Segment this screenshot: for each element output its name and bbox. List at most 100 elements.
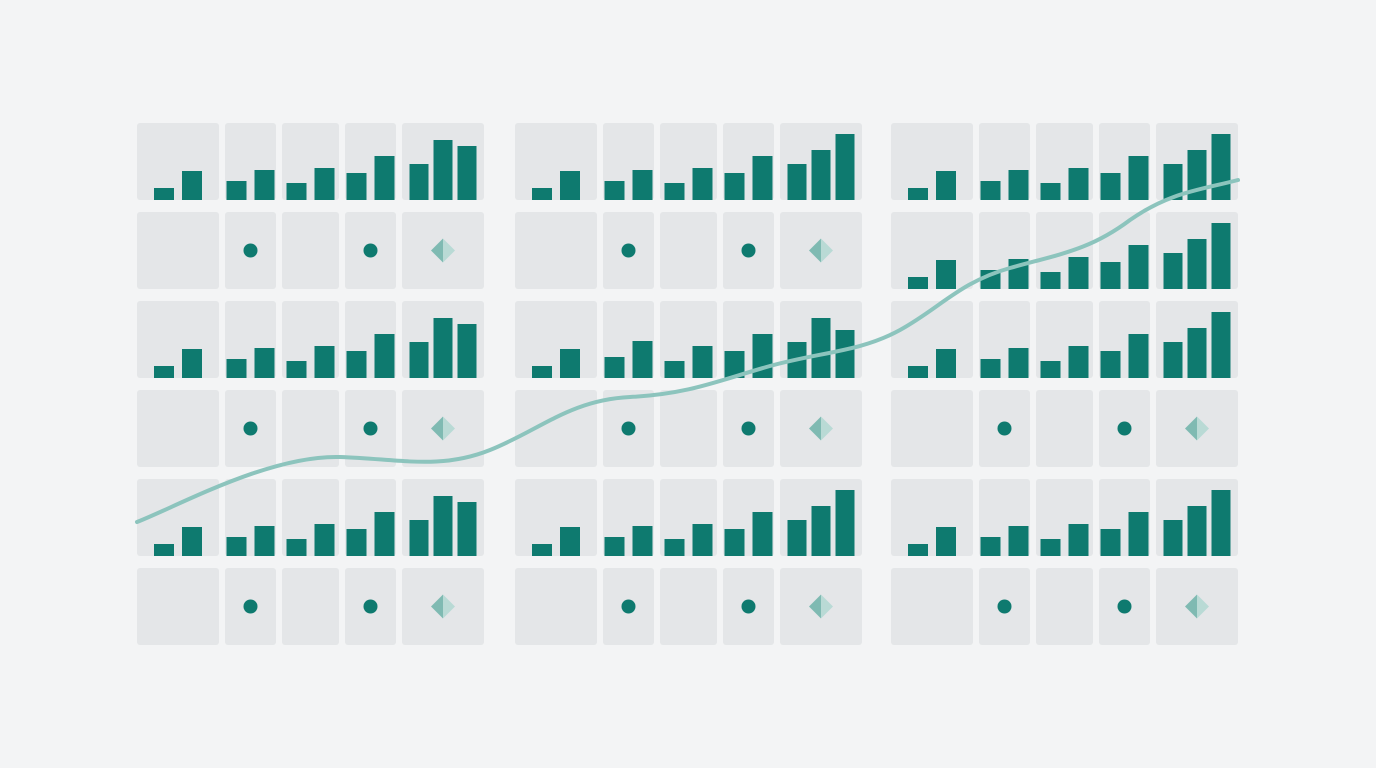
bar bbox=[724, 351, 745, 378]
bar bbox=[1040, 539, 1061, 556]
dot bbox=[621, 599, 636, 614]
diamond-left bbox=[1185, 594, 1197, 619]
cell bbox=[137, 212, 219, 289]
bar bbox=[532, 188, 552, 200]
dot bbox=[363, 599, 378, 614]
diamond-right bbox=[821, 416, 833, 441]
dot bbox=[363, 421, 378, 436]
bar bbox=[226, 359, 247, 378]
bar bbox=[433, 318, 453, 378]
bar bbox=[1187, 239, 1207, 289]
bar bbox=[374, 334, 395, 378]
bar bbox=[1211, 223, 1231, 289]
cell bbox=[515, 568, 597, 645]
bar bbox=[1040, 183, 1061, 200]
cell bbox=[515, 390, 597, 467]
diamond-left bbox=[1185, 416, 1197, 441]
bar bbox=[632, 526, 653, 556]
cell bbox=[891, 568, 973, 645]
bar bbox=[1163, 253, 1183, 289]
bar bbox=[908, 188, 928, 200]
bar bbox=[980, 181, 1001, 200]
bar bbox=[1128, 512, 1149, 556]
diamond-left bbox=[431, 594, 443, 619]
dot bbox=[997, 421, 1012, 436]
bar bbox=[346, 173, 367, 200]
cell bbox=[282, 212, 339, 289]
bar bbox=[457, 324, 477, 378]
bar bbox=[787, 164, 807, 200]
bar bbox=[182, 349, 202, 378]
dot bbox=[741, 599, 756, 614]
bar bbox=[604, 357, 625, 378]
bar bbox=[1008, 348, 1029, 378]
bar bbox=[457, 502, 477, 556]
bar bbox=[1068, 346, 1089, 378]
bar bbox=[286, 183, 307, 200]
bar bbox=[374, 156, 395, 200]
bar bbox=[1128, 156, 1149, 200]
diamond-right bbox=[443, 594, 455, 619]
cell bbox=[515, 301, 597, 378]
bar bbox=[1163, 342, 1183, 378]
bar bbox=[1040, 272, 1061, 289]
cell bbox=[660, 568, 717, 645]
cell bbox=[515, 479, 597, 556]
bar bbox=[154, 188, 174, 200]
bar bbox=[1100, 173, 1121, 200]
bar bbox=[936, 171, 956, 200]
bar bbox=[154, 366, 174, 378]
bar bbox=[374, 512, 395, 556]
bar bbox=[286, 361, 307, 378]
bar bbox=[1100, 351, 1121, 378]
cell bbox=[891, 479, 973, 556]
dot bbox=[243, 599, 258, 614]
cell bbox=[282, 390, 339, 467]
bar bbox=[560, 171, 580, 200]
bar bbox=[1008, 170, 1029, 200]
bar bbox=[1211, 134, 1231, 200]
bar bbox=[1187, 328, 1207, 378]
cell bbox=[660, 212, 717, 289]
cell bbox=[515, 123, 597, 200]
bar bbox=[346, 529, 367, 556]
bar bbox=[1100, 262, 1121, 289]
bar bbox=[409, 520, 429, 556]
cell bbox=[1036, 568, 1093, 645]
bar bbox=[457, 146, 477, 200]
dot bbox=[243, 243, 258, 258]
bar bbox=[811, 506, 831, 556]
bar bbox=[632, 341, 653, 378]
diamond-right bbox=[821, 238, 833, 263]
bar bbox=[980, 359, 1001, 378]
diamond-left bbox=[431, 238, 443, 263]
bar bbox=[664, 183, 685, 200]
bar bbox=[314, 524, 335, 556]
bar bbox=[560, 349, 580, 378]
diamond-left bbox=[809, 238, 821, 263]
bar bbox=[182, 171, 202, 200]
dot bbox=[243, 421, 258, 436]
bar bbox=[724, 173, 745, 200]
bar bbox=[433, 140, 453, 200]
cell bbox=[137, 390, 219, 467]
cell bbox=[891, 301, 973, 378]
cell bbox=[137, 301, 219, 378]
dot bbox=[363, 243, 378, 258]
bar bbox=[692, 524, 713, 556]
bar bbox=[409, 164, 429, 200]
dot bbox=[1117, 421, 1132, 436]
bar bbox=[752, 156, 773, 200]
bar bbox=[604, 181, 625, 200]
bar bbox=[835, 134, 855, 200]
bar bbox=[908, 544, 928, 556]
bar bbox=[1211, 490, 1231, 556]
bar bbox=[314, 168, 335, 200]
bar bbox=[811, 318, 831, 378]
bar bbox=[1100, 529, 1121, 556]
bar bbox=[1163, 520, 1183, 556]
bar bbox=[1008, 526, 1029, 556]
bar bbox=[1040, 361, 1061, 378]
